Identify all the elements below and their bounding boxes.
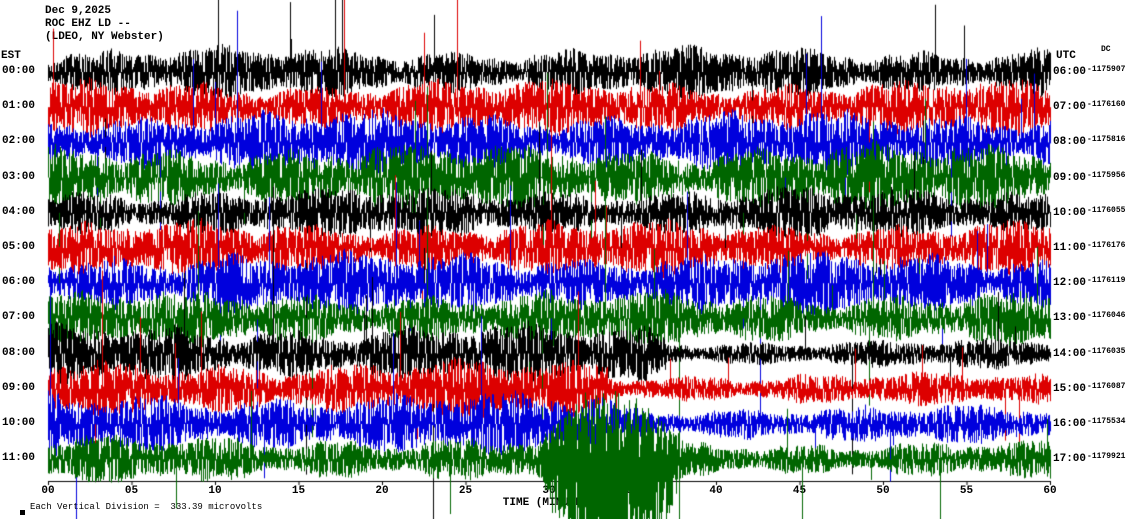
utc-time: 16:00 xyxy=(1053,418,1087,430)
x-tick-label: 20 xyxy=(375,485,389,497)
dc-offset-value: -1176119 xyxy=(1087,276,1126,286)
utc-time: 08:00 xyxy=(1053,136,1087,149)
est-label: 10:00 xyxy=(2,417,36,429)
x-tick-label: 10 xyxy=(208,485,222,497)
utc-time: 11:00 xyxy=(1053,242,1087,254)
dc-offset-value: -1176087 xyxy=(1087,381,1126,391)
est-label: 01:00 xyxy=(2,100,36,113)
utc-label: 14:00-1176035 xyxy=(1053,347,1129,360)
right-axis-sub-label: DC xyxy=(1101,45,1111,54)
scale-note: Each Vertical Division = 333.39 microvol… xyxy=(30,502,263,512)
est-label: 00:00 xyxy=(2,65,36,77)
x-tick-label: 05 xyxy=(124,485,139,497)
est-label: 08:00 xyxy=(2,346,36,359)
x-tick-label: 15 xyxy=(291,485,306,497)
utc-time: 12:00 xyxy=(1053,277,1087,290)
utc-label: 06:00-1175907 xyxy=(1053,65,1129,78)
est-label: 04:00 xyxy=(2,205,36,218)
x-tick-label: 50 xyxy=(876,485,890,497)
utc-time: 14:00 xyxy=(1053,347,1087,360)
dc-offset-value: -1175534 xyxy=(1087,417,1126,426)
est-label: 11:00 xyxy=(2,452,36,465)
dc-offset-value: -1176035 xyxy=(1087,346,1126,356)
utc-label: 16:00-1175534 xyxy=(1053,417,1129,430)
est-label: 05:00 xyxy=(2,241,36,253)
left-axis-label: EST xyxy=(1,50,21,62)
est-label: 07:00 xyxy=(2,311,36,324)
utc-time: 17:00 xyxy=(1053,453,1087,466)
x-tick-label: 00 xyxy=(41,485,55,497)
dc-offset-value: -1176160 xyxy=(1087,100,1126,110)
utc-time: 06:00 xyxy=(1053,66,1087,78)
header-station: ROC EHZ LD -- xyxy=(45,18,131,30)
right-axis-label: UTC xyxy=(1056,50,1076,62)
est-label: 03:00 xyxy=(2,170,36,183)
x-tick-label: 45 xyxy=(792,485,807,497)
dc-offset-value: -1175907 xyxy=(1087,65,1126,74)
x-tick-label: 55 xyxy=(959,485,974,497)
utc-label: 17:00-1179921 xyxy=(1053,452,1129,465)
utc-label: 08:00-1175816 xyxy=(1053,135,1129,148)
utc-label: 11:00-1176176 xyxy=(1053,241,1129,254)
utc-time: 07:00 xyxy=(1053,101,1087,114)
utc-label: 15:00-1176087 xyxy=(1053,382,1129,395)
x-tick-label: 35 xyxy=(625,485,640,497)
x-tick-label: 40 xyxy=(709,485,723,497)
est-label: 06:00 xyxy=(2,276,36,289)
utc-time: 10:00 xyxy=(1053,206,1087,219)
utc-time: 13:00 xyxy=(1053,312,1087,325)
est-label: 02:00 xyxy=(2,135,36,148)
utc-label: 09:00-1175956 xyxy=(1053,171,1129,184)
x-tick-label: 25 xyxy=(458,485,473,497)
x-axis-title: TIME (MINUTES) xyxy=(502,497,596,509)
scale-mark xyxy=(20,510,25,515)
utc-time: 15:00 xyxy=(1053,382,1087,395)
dc-offset-value: -1176055 xyxy=(1087,205,1126,215)
dc-offset-value: -1179921 xyxy=(1087,452,1126,462)
dc-offset-value: -1175816 xyxy=(1087,135,1126,145)
utc-time: 09:00 xyxy=(1053,171,1087,184)
dc-offset-value: -1176176 xyxy=(1087,241,1126,250)
utc-label: 12:00-1176119 xyxy=(1053,276,1129,289)
dc-offset-value: -1175956 xyxy=(1087,170,1126,180)
utc-label: 10:00-1176055 xyxy=(1053,206,1129,219)
dc-offset-value: -1176046 xyxy=(1087,311,1126,321)
utc-label: 13:00-1176046 xyxy=(1053,311,1129,324)
header-date: Dec 9,2025 xyxy=(45,5,112,17)
x-tick-label: 30 xyxy=(542,485,556,497)
x-tick-label: 60 xyxy=(1043,485,1057,497)
utc-label: 07:00-1176160 xyxy=(1053,100,1129,113)
header-location: (LDEO, NY Webster) xyxy=(45,31,164,43)
est-label: 09:00 xyxy=(2,381,36,394)
